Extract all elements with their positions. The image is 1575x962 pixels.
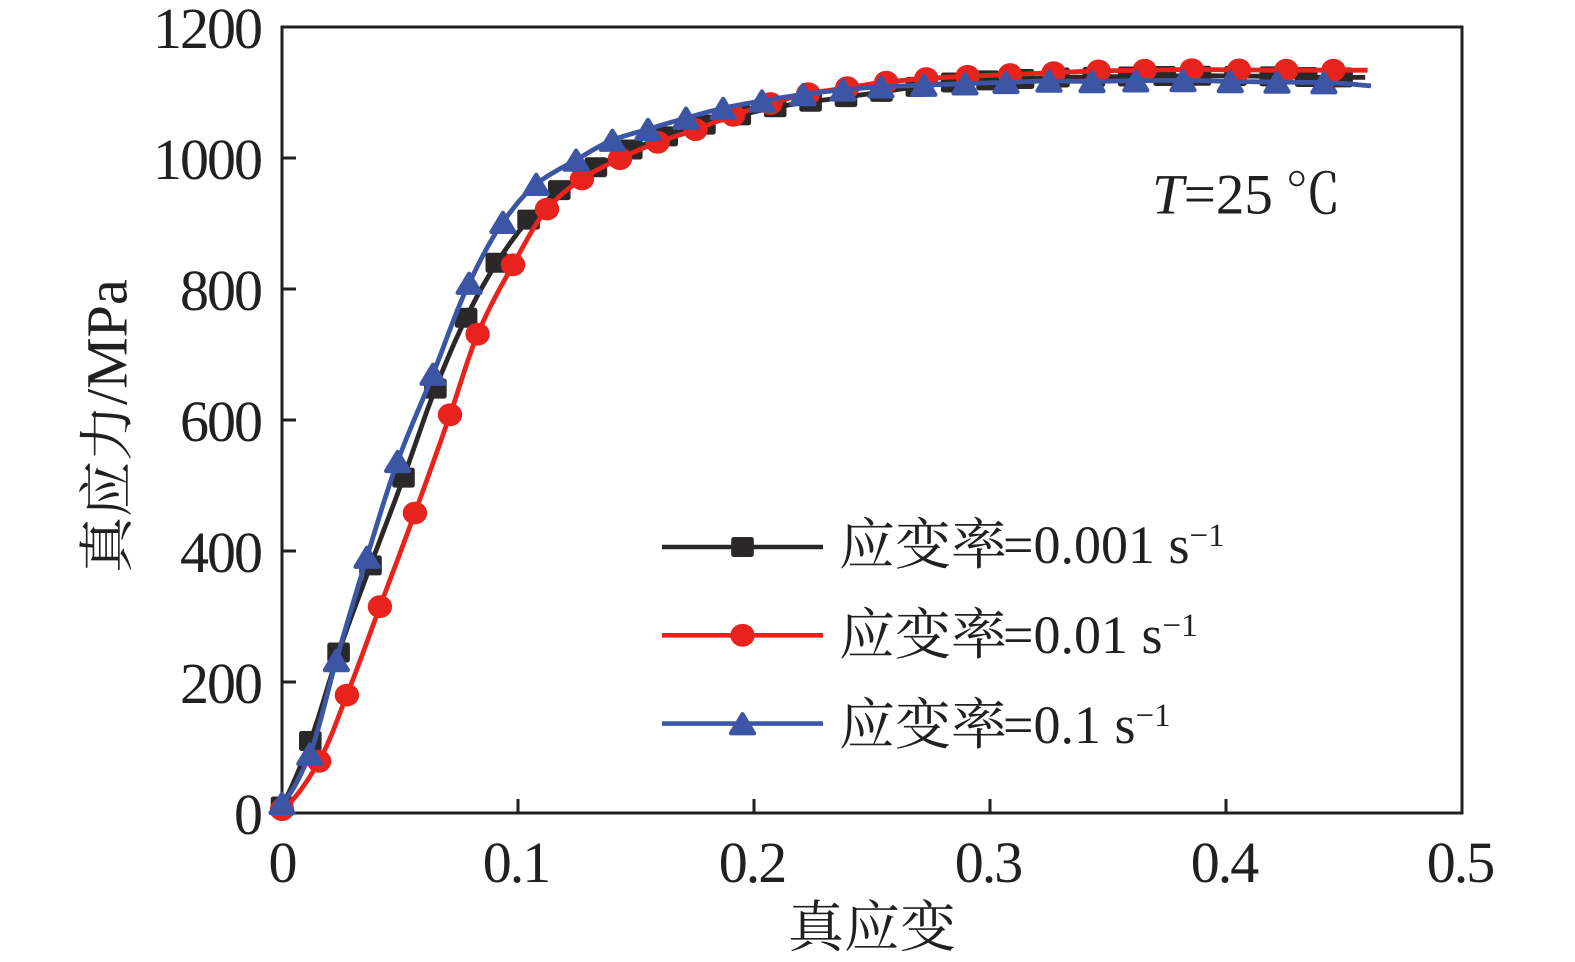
svg-text:0.5: 0.5 bbox=[1427, 830, 1494, 895]
svg-text:T=25: T=25 bbox=[1152, 164, 1273, 227]
svg-text:0.3: 0.3 bbox=[955, 830, 1022, 895]
svg-text:1000: 1000 bbox=[153, 127, 261, 192]
svg-text:/MPa: /MPa bbox=[75, 279, 140, 405]
svg-text:1200: 1200 bbox=[153, 0, 261, 61]
svg-text:0.4: 0.4 bbox=[1191, 830, 1260, 895]
svg-text:0: 0 bbox=[234, 782, 261, 847]
svg-text:800: 800 bbox=[180, 258, 261, 323]
svg-text:=0.001 s−1: =0.001 s−1 bbox=[1003, 515, 1225, 575]
svg-text:0: 0 bbox=[269, 830, 296, 895]
svg-text:200: 200 bbox=[180, 651, 261, 716]
svg-text:400: 400 bbox=[180, 520, 261, 585]
svg-text:0.2: 0.2 bbox=[719, 830, 786, 895]
svg-text:0.1: 0.1 bbox=[483, 830, 550, 895]
svg-text:600: 600 bbox=[180, 389, 261, 454]
